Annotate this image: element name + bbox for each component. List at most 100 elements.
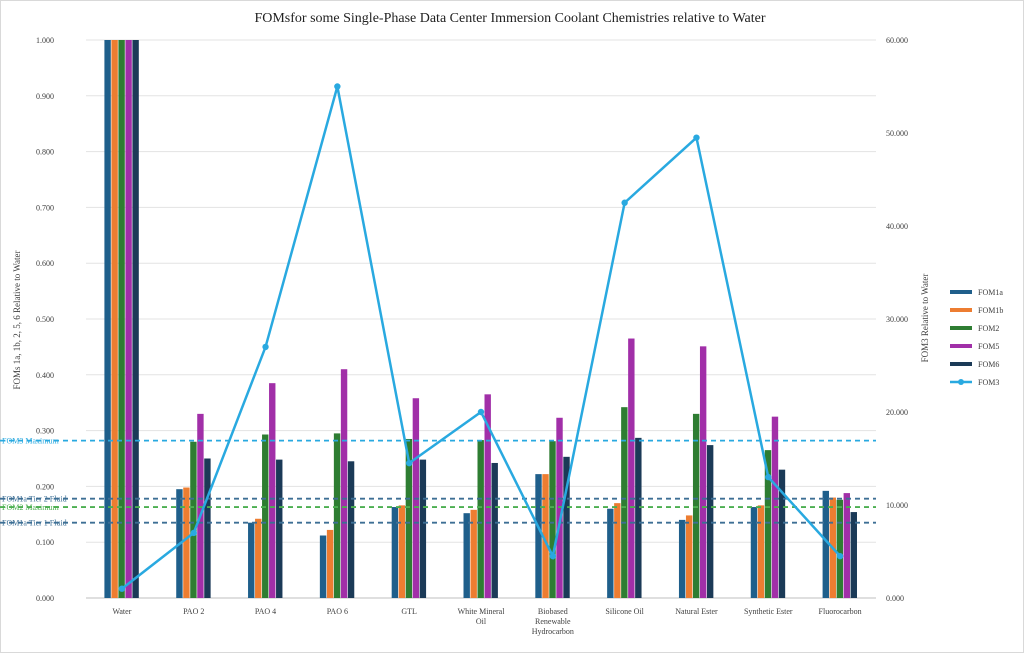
- bar-fom2: [764, 450, 772, 598]
- bar-fom1a: [678, 519, 686, 598]
- bar-fom1b: [183, 487, 190, 598]
- y2-tick-label: 50.000: [886, 129, 908, 138]
- y-tick-label: 0.900: [36, 92, 54, 101]
- x-tick-label: Biobased: [538, 607, 568, 616]
- x-tick-label: Water: [112, 607, 131, 616]
- bar-fom6: [419, 459, 427, 598]
- chart-title: FOMsfor some Single-Phase Data Center Im…: [254, 11, 765, 26]
- y-tick-label: 0.600: [36, 259, 54, 268]
- x-tick-label: Hydrocarbon: [532, 627, 574, 636]
- legend-label: FOM2: [978, 324, 999, 333]
- line-point-fom3: [334, 83, 341, 90]
- bar-fom1b: [542, 474, 549, 598]
- bar-fom1b: [614, 503, 621, 598]
- y-tick-label: 0.300: [36, 427, 54, 436]
- fom3-line: [118, 83, 844, 592]
- bar-fom1b: [255, 518, 262, 598]
- legend-swatch-fom5: [950, 344, 972, 348]
- legend-swatch-fom6: [950, 362, 972, 366]
- bar-fom1a: [391, 507, 399, 598]
- legend-swatch-fom1b: [950, 308, 972, 312]
- bar-fom1b: [470, 509, 477, 598]
- bar-fom6: [132, 40, 139, 598]
- bar-fom2: [836, 499, 843, 598]
- bar-fom5: [125, 40, 132, 598]
- legend: FOM1a FOM1b FOM2 FOM5 FOM6 FOM3: [950, 288, 1003, 387]
- y-tick-label: 0.700: [36, 203, 54, 212]
- bar-fom1b: [326, 529, 334, 598]
- x-tick-label: Synthetic Ester: [744, 607, 793, 616]
- x-tick-label: Natural Ester: [675, 607, 718, 616]
- legend-swatch-fom2: [950, 326, 972, 330]
- bar-fom6: [635, 437, 642, 598]
- bar-fom6: [491, 462, 498, 598]
- bar-fom5: [269, 383, 276, 598]
- bar-fom5: [197, 413, 204, 598]
- y-tick-label: 0.800: [36, 148, 54, 157]
- line-point-fom3: [836, 552, 844, 560]
- bar-fom1b: [757, 505, 765, 598]
- y-axis-ticks: 0.000 0.100 0.200 0.300 0.400 0.500 0.600 0.700…: [36, 36, 54, 603]
- bar-fom2: [333, 433, 341, 598]
- y2-tick-label: 0.000: [886, 594, 904, 603]
- bar-fom1a: [319, 535, 327, 598]
- line-point-fom3: [262, 343, 269, 351]
- bar-fom2: [118, 40, 125, 598]
- bar-fom1a: [607, 508, 614, 598]
- bar-fom2: [477, 440, 484, 598]
- line-point-fom3: [118, 585, 126, 592]
- bar-fom5: [340, 369, 348, 598]
- reference-line-label: FOM1a Tier 2 Fluid: [2, 495, 67, 504]
- line-point-fom3: [693, 134, 700, 141]
- line-point-fom3: [549, 552, 557, 560]
- bar-fom6: [778, 469, 786, 598]
- line-point-fom3: [621, 199, 628, 206]
- bar-fom6: [204, 458, 211, 598]
- reference-line-label: FOM1a Tier 1 Fluid: [2, 519, 67, 528]
- bar-fom5: [484, 394, 491, 598]
- y-tick-label: 0.000: [36, 594, 54, 603]
- y-tick-label: 0.100: [36, 538, 54, 547]
- bar-fom1b: [685, 515, 693, 598]
- bar-fom1b: [398, 505, 406, 598]
- legend-label: FOM6: [978, 360, 999, 369]
- line-point-fom3: [405, 459, 413, 467]
- y2-axis-ticks: 0.000 10.000 20.000 30.000 40.000 50.000 60.00…: [886, 36, 908, 603]
- bar-fom2: [549, 441, 556, 598]
- x-tick-label: PAO 2: [183, 607, 204, 616]
- y2-tick-label: 10.000: [886, 501, 908, 510]
- bar-fom6: [347, 461, 355, 598]
- reference-line-label: FOM2 Maximum: [2, 503, 59, 512]
- x-tick-label: PAO 4: [255, 607, 276, 616]
- x-tick-label: Oil: [476, 617, 487, 626]
- y-tick-label: 1.000: [36, 36, 54, 45]
- x-tick-label: Silicone Oil: [605, 607, 644, 616]
- bar-fom6: [850, 512, 857, 598]
- bar-fom1a: [463, 513, 470, 598]
- line-point-fom3: [477, 408, 485, 416]
- bar-fom1a: [750, 507, 758, 598]
- bar-fom2: [621, 407, 628, 598]
- x-tick-label: Renewable: [535, 617, 571, 626]
- bar-fom5: [699, 346, 707, 598]
- reference-line-label: FOM3 Maximum: [2, 437, 59, 446]
- y-tick-label: 0.200: [36, 482, 54, 491]
- y-tick-label: 0.400: [36, 371, 54, 380]
- legend-marker-fom3: [958, 379, 964, 385]
- bar-fom2: [190, 441, 197, 598]
- y-axis-title: FOMs 1a, 1b, 2, 5, 6 Relative to Water: [12, 250, 22, 389]
- y2-axis-title: FOM3 Relative to Water: [920, 274, 930, 363]
- bar-fom1a: [104, 40, 111, 598]
- y2-tick-label: 20.000: [886, 408, 908, 417]
- legend-label: FOM3: [978, 378, 999, 387]
- line-point-fom3: [765, 473, 772, 481]
- bar-fom2: [262, 434, 269, 598]
- bar-fom5: [843, 493, 850, 598]
- x-tick-label: GTL: [401, 607, 417, 616]
- bar-fom1a: [248, 522, 255, 598]
